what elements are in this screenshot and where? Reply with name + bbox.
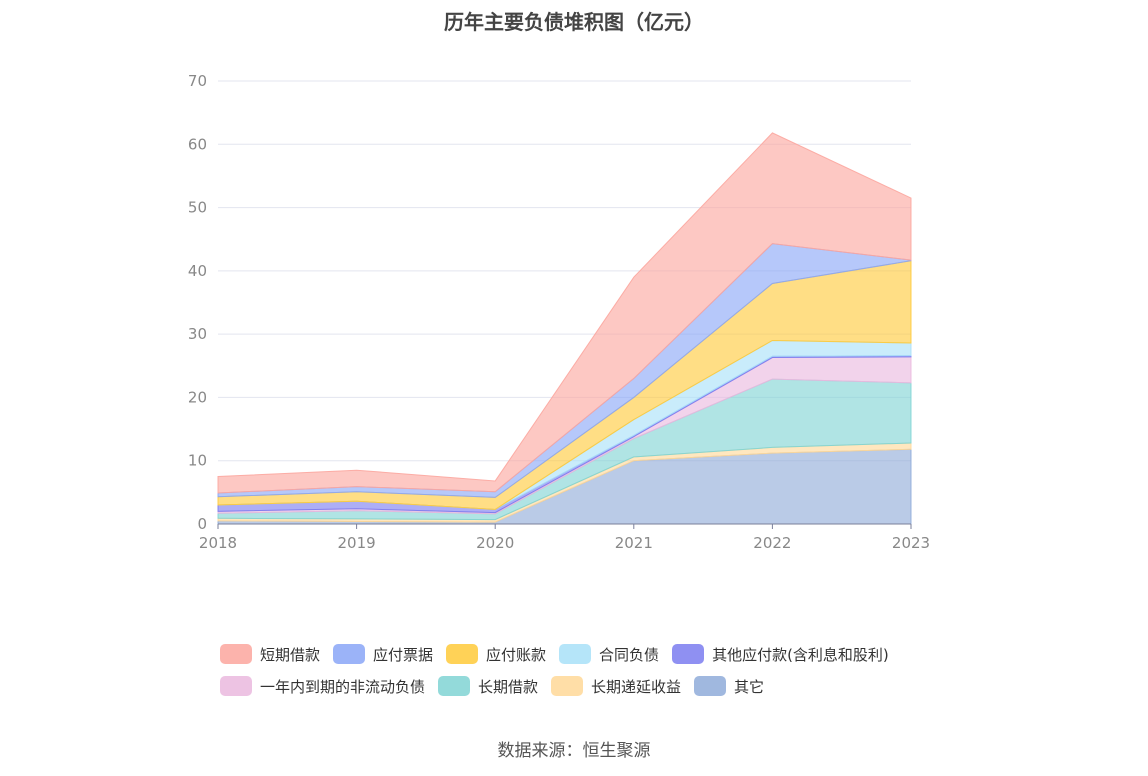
legend-row: 短期借款 应付票据 应付账款 合同负债 其他应付款(含利息和股利) [220,638,980,670]
legend-item[interactable]: 合同负债 [559,644,659,665]
legend-label: 长期借款 [478,677,539,696]
legend-swatch [438,676,471,696]
x-tick-label: 2019 [338,534,376,552]
legend-item[interactable]: 其他应付款(含利息和股利) [672,644,889,665]
legend-item[interactable]: 应付账款 [446,644,546,665]
x-tick-label: 2022 [753,534,791,552]
area-series [217,132,912,525]
y-tick-label: 20 [188,388,207,406]
legend: 短期借款 应付票据 应付账款 合同负债 其他应付款(含利息和股利) 一年内到期的非流动负债… [220,638,980,702]
legend-swatch [220,676,252,696]
area-series-8 [217,132,912,494]
legend-label: 其他应付款(含利息和股利) [712,645,889,664]
legend-label: 长期递延收益 [591,677,682,696]
legend-item[interactable]: 一年内到期的非流动负债 [220,676,425,697]
legend-row: 一年内到期的非流动负债 长期借款 长期递延收益 其它 [220,670,980,702]
legend-item[interactable]: 短期借款 [220,644,320,665]
source-note: 数据来源：恒生聚源 [497,741,651,761]
legend-item[interactable]: 长期借款 [438,676,538,697]
legend-label: 短期借款 [260,645,321,664]
x-tick-label: 2021 [615,534,653,552]
legend-item[interactable]: 其它 [694,676,764,697]
legend-swatch [446,644,479,664]
legend-label: 应付票据 [373,645,434,664]
legend-item[interactable]: 长期递延收益 [551,676,681,697]
y-tick-label: 40 [188,262,207,280]
legend-swatch [672,644,705,664]
y-tick-label: 30 [188,325,207,343]
y-tick-label: 0 [197,515,207,533]
legend-label: 合同负债 [599,645,660,664]
legend-swatch [551,676,584,696]
y-tick-label: 10 [188,452,207,470]
legend-swatch [333,644,366,664]
legend-label: 应付账款 [486,645,547,664]
legend-swatch [220,644,252,664]
legend-swatch [694,676,727,696]
chart-title: 历年主要负债堆积图（亿元） [444,10,704,34]
x-tick-label: 2020 [476,534,514,552]
y-tick-label: 70 [188,72,207,90]
x-tick-label: 2018 [199,534,237,552]
x-tick-label: 2023 [892,534,930,552]
legend-item[interactable]: 应付票据 [333,644,433,665]
y-tick-label: 50 [188,199,207,217]
legend-label: 一年内到期的非流动负债 [260,677,426,696]
legend-swatch [559,644,592,664]
axes: 0 10 20 30 40 50 60 70 2018 2019 2020 2021 2022 2023 [188,72,930,552]
y-tick-label: 60 [188,135,207,153]
legend-label: 其它 [734,677,765,696]
